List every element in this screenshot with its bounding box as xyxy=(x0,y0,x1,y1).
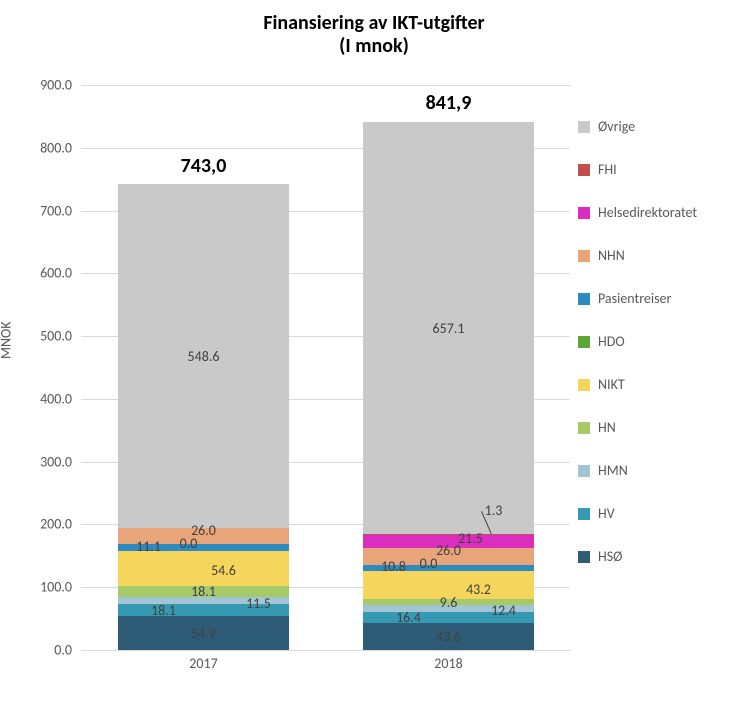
gridline xyxy=(81,650,570,651)
legend-label: Pasientreiser xyxy=(598,290,671,307)
legend-item-HN: HN xyxy=(578,419,736,436)
x-tick-label: 2017 xyxy=(144,655,264,672)
legend-swatch xyxy=(578,164,590,176)
legend: Øvrige FHI Helsedirektoratet NHN Pasientreis… xyxy=(578,118,736,591)
legend-label: FHI xyxy=(598,161,617,178)
legend-label: HSØ xyxy=(598,548,622,565)
legend-label: Øvrige xyxy=(598,118,635,135)
y-tick-label: 500.0 xyxy=(12,328,72,345)
legend-label: NHN xyxy=(598,247,625,264)
y-axis-title: MNOK xyxy=(0,321,15,359)
chart-title-line1: Finansiering av IKT-utgifter xyxy=(0,12,748,35)
y-tick-label: 100.0 xyxy=(12,579,72,596)
legend-swatch xyxy=(578,336,590,348)
legend-swatch xyxy=(578,293,590,305)
leader-line xyxy=(81,85,571,650)
legend-item-NHN: NHN xyxy=(578,247,736,264)
x-tick-label: 2018 xyxy=(389,655,509,672)
y-tick-label: 200.0 xyxy=(12,516,72,533)
legend-swatch xyxy=(578,551,590,563)
legend-item-HSO: HSØ xyxy=(578,548,736,565)
y-tick-label: 400.0 xyxy=(12,390,72,407)
legend-label: Helsedirektoratet xyxy=(598,204,697,221)
y-tick-label: 700.0 xyxy=(12,202,72,219)
y-tick-label: 800.0 xyxy=(12,139,72,156)
legend-item-FHI: FHI xyxy=(578,161,736,178)
legend-label: HDO xyxy=(598,333,625,350)
stacked-bar-chart: Finansiering av IKT-utgifter (I mnok) 0.… xyxy=(0,0,748,718)
y-tick-label: 0.0 xyxy=(12,642,72,659)
legend-swatch xyxy=(578,379,590,391)
legend-swatch xyxy=(578,121,590,133)
legend-label: NIKT xyxy=(598,376,625,393)
legend-item-HMN: HMN xyxy=(578,462,736,479)
legend-label: HV xyxy=(598,505,615,522)
chart-title-line2: (I mnok) xyxy=(0,35,748,58)
chart-title: Finansiering av IKT-utgifter (I mnok) xyxy=(0,12,748,58)
legend-swatch xyxy=(578,508,590,520)
legend-swatch xyxy=(578,207,590,219)
plot-area: 0.0100.0200.0300.0400.0500.0600.0700.080… xyxy=(80,85,570,650)
legend-label: HMN xyxy=(598,462,628,479)
legend-item-NIKT: NIKT xyxy=(578,376,736,393)
legend-label: HN xyxy=(598,419,616,436)
legend-item-Pasientreiser: Pasientreiser xyxy=(578,290,736,307)
legend-swatch xyxy=(578,250,590,262)
y-tick-label: 900.0 xyxy=(12,77,72,94)
legend-item-Helsedirektoratet: Helsedirektoratet xyxy=(578,204,736,221)
legend-item-HDO: HDO xyxy=(578,333,736,350)
value-label-Ovrige: 657.1 xyxy=(363,320,535,337)
legend-item-HV: HV xyxy=(578,505,736,522)
legend-item-Ovrige: Øvrige xyxy=(578,118,736,135)
legend-swatch xyxy=(578,465,590,477)
legend-swatch xyxy=(578,422,590,434)
y-tick-label: 300.0 xyxy=(12,453,72,470)
y-tick-label: 600.0 xyxy=(12,265,72,282)
